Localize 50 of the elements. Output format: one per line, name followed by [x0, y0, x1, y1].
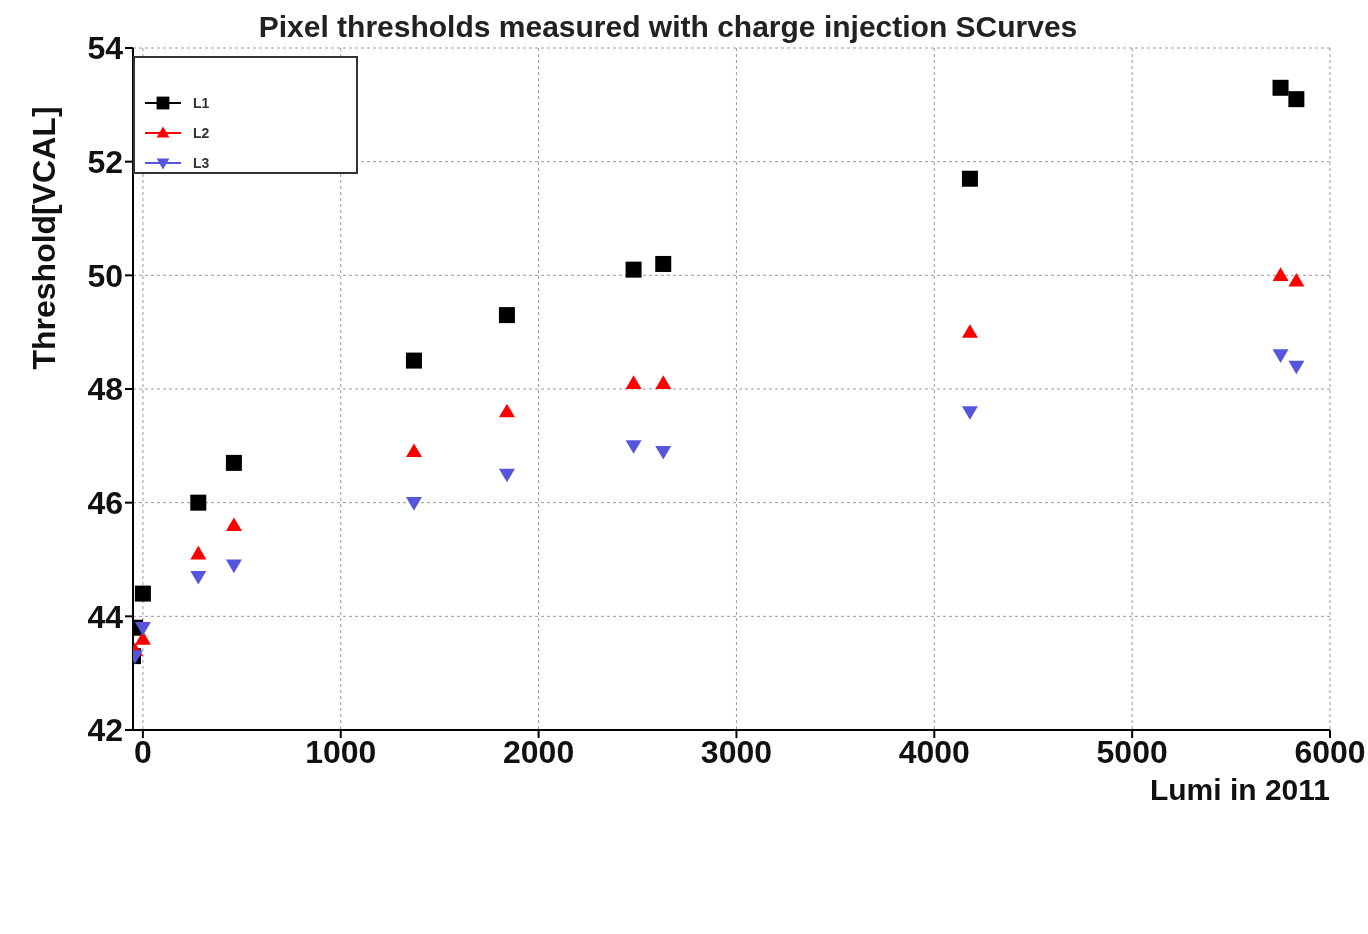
- point: [225, 454, 242, 471]
- point: [134, 622, 151, 636]
- y-tick-label: 48: [87, 371, 123, 408]
- point: [498, 307, 515, 324]
- x-tick-label: 3000: [700, 733, 773, 770]
- x-tick-label: 6000: [1294, 733, 1366, 770]
- y-tick-label: 42: [87, 712, 123, 749]
- point: [1272, 79, 1289, 96]
- point: [1288, 91, 1305, 108]
- point: [625, 261, 642, 278]
- point: [961, 170, 978, 187]
- point: [961, 406, 978, 420]
- y-axis-title: Threshold[VCAL]: [25, 106, 63, 370]
- point: [625, 375, 642, 389]
- x-axis-title: Lumi in 2011: [1149, 773, 1330, 806]
- y-tick-label: 44: [87, 598, 124, 635]
- point: [1288, 273, 1305, 287]
- point: [961, 324, 978, 338]
- y-tick-label: 52: [87, 144, 123, 181]
- point: [190, 570, 207, 585]
- legend-label: L2: [193, 125, 210, 141]
- point: [1272, 267, 1289, 281]
- point: [655, 255, 672, 272]
- point: [655, 375, 672, 389]
- point: [1288, 360, 1305, 375]
- x-tick-label: 5000: [1096, 733, 1168, 770]
- point: [225, 517, 242, 531]
- point: [190, 494, 207, 511]
- legend-label: L1: [193, 95, 210, 111]
- point: [190, 545, 207, 560]
- legend-label: L3: [193, 155, 210, 171]
- point: [405, 443, 422, 458]
- point: [655, 445, 672, 460]
- x-tick-label: 0: [133, 733, 152, 770]
- y-tick-label: 54: [87, 30, 124, 67]
- point: [225, 559, 242, 574]
- point: [498, 403, 515, 418]
- point: [625, 440, 642, 454]
- x-tick-label: 1000: [305, 733, 377, 770]
- point: [1272, 349, 1289, 363]
- x-tick-label: 2000: [503, 733, 575, 770]
- point: [498, 468, 515, 483]
- x-tick-label: 4000: [898, 733, 970, 770]
- y-tick-label: 50: [87, 257, 123, 294]
- chart-title: Pixel thresholds measured with charge injection SCurves: [258, 10, 1078, 43]
- point: [134, 631, 151, 645]
- point: [134, 585, 151, 602]
- y-tick-label: 46: [87, 485, 123, 522]
- point: [405, 352, 422, 369]
- point: [405, 497, 422, 511]
